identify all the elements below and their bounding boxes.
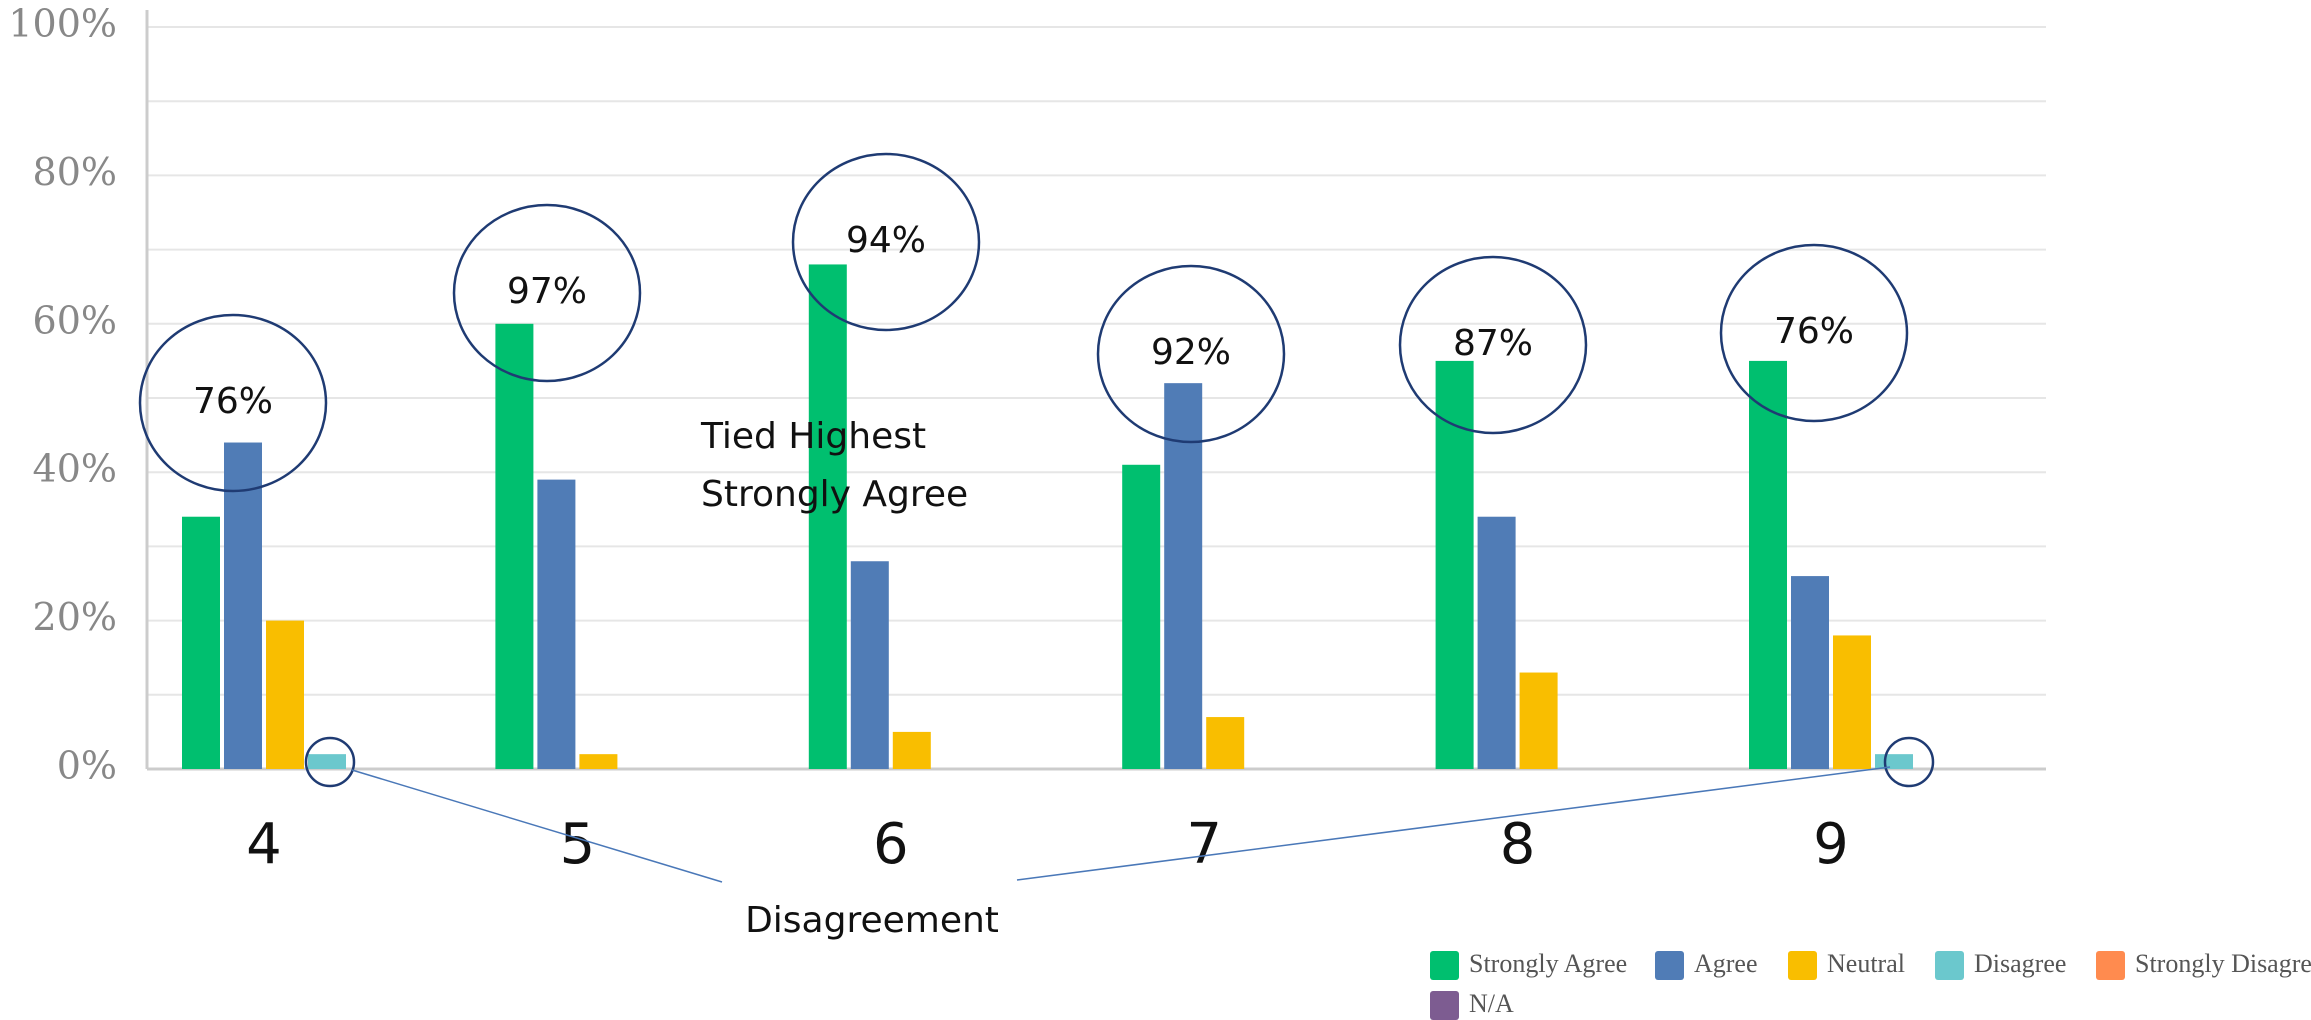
annotation-line (351, 769, 723, 883)
annotation-label: 94% (846, 220, 926, 261)
annotation-circle (138, 313, 328, 493)
annotation-label: 92% (1151, 332, 1231, 373)
y-tick-label: 20% (33, 595, 117, 639)
y-tick-label: 60% (33, 298, 117, 342)
bar (579, 754, 618, 769)
annotation-circle (1398, 255, 1588, 435)
bar (1875, 754, 1913, 769)
x-tick-label: 4 (246, 812, 282, 877)
bar (808, 264, 847, 769)
bar (537, 479, 576, 769)
annotation-circle (1883, 736, 1935, 788)
bar (1791, 576, 1829, 769)
legend-label: Disagree (1974, 949, 2066, 978)
annotation-label: 76% (193, 381, 273, 422)
y-tick-label: 80% (33, 150, 117, 194)
x-tick-label: 7 (1186, 812, 1222, 877)
bar (1122, 464, 1161, 769)
legend-swatch (2096, 951, 2125, 980)
legend-swatch (1935, 951, 1964, 980)
bar (224, 442, 262, 769)
legend-label: Strongly Agree (1469, 949, 1627, 978)
legend-swatch (1788, 951, 1817, 980)
annotation-label: 87% (1453, 323, 1533, 364)
bar (850, 561, 889, 769)
annotation-circle (1719, 243, 1909, 423)
y-tick-label: 0% (57, 744, 117, 788)
annotation-line (1016, 766, 1891, 881)
bar (1164, 383, 1203, 769)
legend-label: Neutral (1827, 949, 1905, 978)
y-tick-label: 40% (33, 447, 117, 491)
annotation-circle (304, 736, 356, 788)
annotation-text: Tied Highest (700, 416, 926, 457)
legend-label: Strongly Disagree (2135, 949, 2311, 978)
annotation-text: Disagreement (745, 900, 999, 941)
x-tick-label: 5 (560, 812, 596, 877)
annotation-label: 76% (1774, 311, 1854, 352)
bar (1435, 360, 1474, 769)
x-tick-label: 9 (1813, 812, 1849, 877)
legend-swatch (1430, 991, 1459, 1020)
bar (266, 620, 304, 769)
annotation-circle (452, 203, 642, 383)
bar (495, 323, 534, 769)
bar (892, 731, 931, 769)
annotation-circle (791, 152, 981, 332)
legend-swatch (1655, 951, 1684, 980)
legend-label: N/A (1469, 989, 1514, 1018)
legend-label: Agree (1694, 949, 1758, 978)
bar (182, 516, 220, 769)
annotation-label: 97% (507, 271, 587, 312)
bar (1206, 717, 1245, 769)
annotation-circle (1096, 264, 1286, 444)
x-tick-label: 6 (873, 812, 909, 877)
bar (1749, 360, 1787, 769)
bar (308, 754, 346, 769)
x-tick-label: 8 (1500, 812, 1536, 877)
bar (1833, 635, 1871, 769)
legend-swatch (1430, 951, 1459, 980)
y-tick-label: 100% (8, 2, 117, 46)
bar (1519, 672, 1558, 769)
annotation-text: Strongly Agree (701, 474, 968, 515)
bar (1477, 516, 1516, 769)
